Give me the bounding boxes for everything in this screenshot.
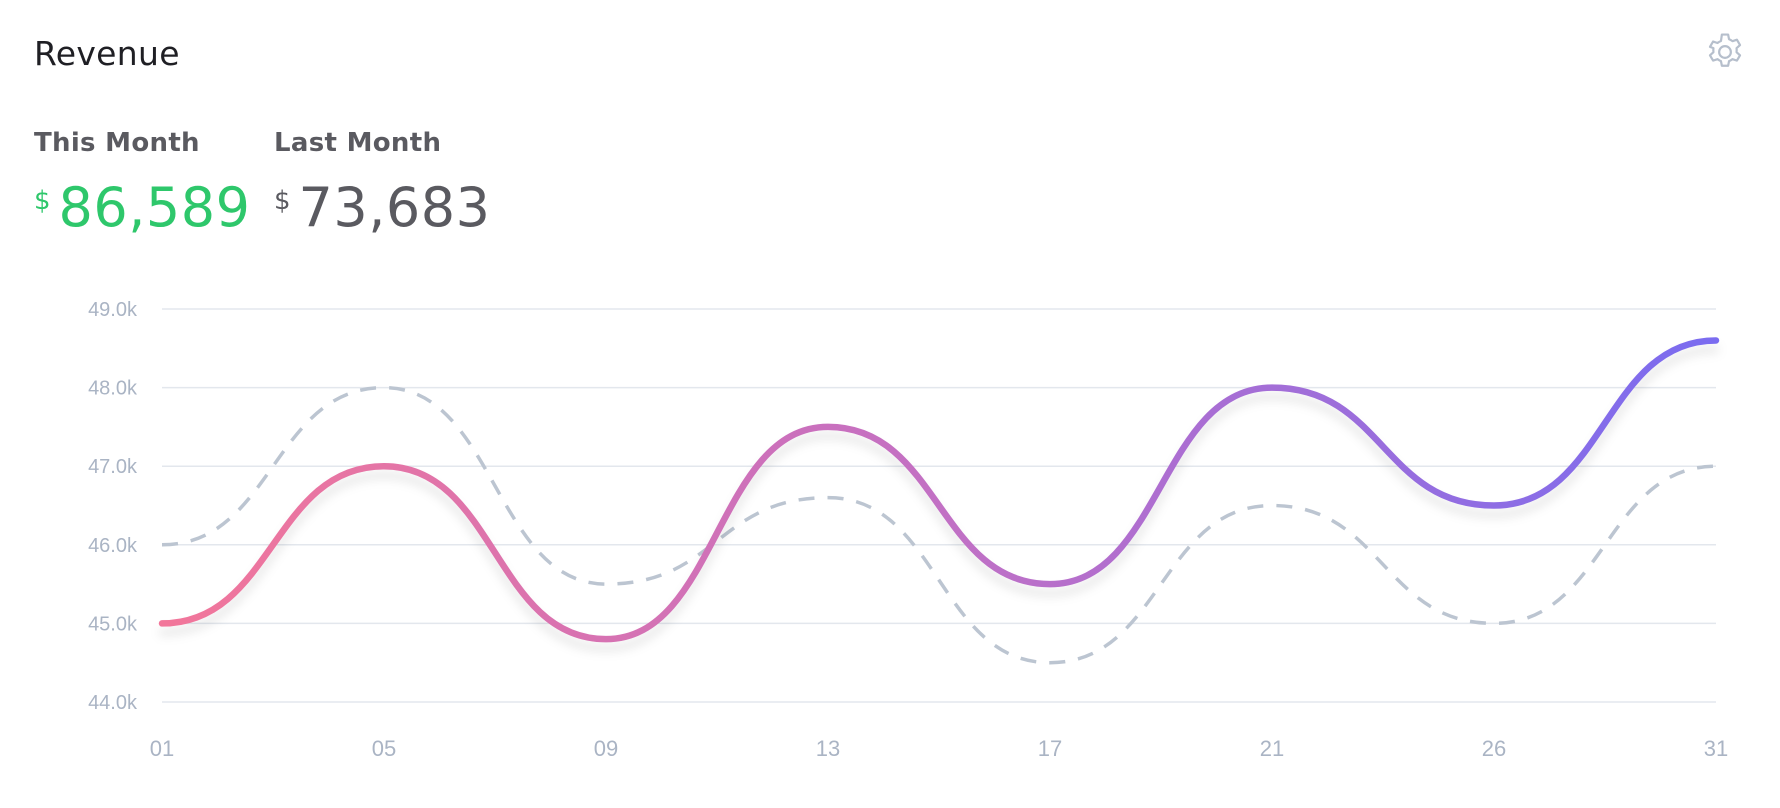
x-tick-label: 09 (594, 736, 618, 761)
this-month-stat: This Month $ 86,589 (34, 128, 251, 236)
this-month-value: $ 86,589 (34, 180, 251, 236)
x-tick-label: 05 (372, 736, 396, 761)
this-month-currency: $ (34, 186, 51, 216)
settings-button[interactable] (1703, 30, 1747, 74)
chart-grid (162, 308, 1716, 703)
x-tick-label: 13 (816, 736, 840, 761)
last-month-value: $ 73,683 (274, 180, 491, 236)
this-month-label: This Month (34, 128, 200, 158)
gear-icon (1708, 33, 1742, 67)
series-line-last-month (161, 385, 1717, 665)
x-axis: 01 05 09 13 17 21 26 31 (150, 736, 1728, 761)
series-line-this-month (158, 337, 1720, 643)
y-tick-label: 45.0k (88, 613, 138, 635)
y-tick-label: 48.0k (88, 378, 138, 400)
x-tick-label: 01 (150, 736, 174, 761)
x-tick-label: 26 (1482, 736, 1506, 761)
x-tick-label: 31 (1704, 736, 1728, 761)
last-month-currency: $ (274, 186, 291, 216)
chart-series (158, 337, 1720, 665)
last-month-amount: 73,683 (298, 176, 491, 239)
y-tick-label: 46.0k (88, 535, 138, 557)
y-tick-label: 47.0k (88, 456, 138, 478)
y-axis: 49.0k 48.0k 47.0k 46.0k 45.0k 44.0k (88, 299, 138, 714)
x-tick-label: 21 (1260, 736, 1284, 761)
y-tick-label: 44.0k (88, 692, 138, 714)
this-month-amount: 86,589 (58, 176, 251, 239)
last-month-stat: Last Month $ 73,683 (274, 128, 491, 236)
card-title: Revenue (34, 34, 180, 73)
last-month-label: Last Month (274, 128, 442, 158)
x-tick-label: 17 (1038, 736, 1062, 761)
y-tick-label: 49.0k (88, 299, 138, 321)
